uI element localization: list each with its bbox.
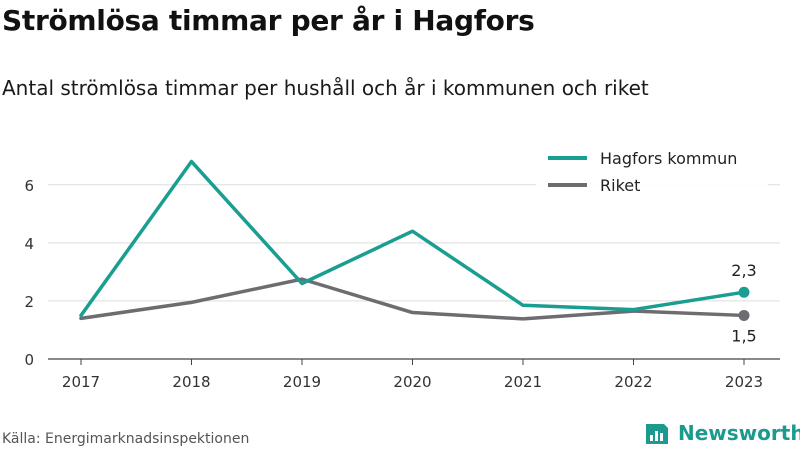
x-tick-label: 2020 bbox=[393, 373, 431, 391]
brand-logo: Newsworthy bbox=[644, 420, 800, 446]
y-tick-label: 6 bbox=[24, 177, 34, 195]
line-chart: 0 2 4 6 2017 2018 2019 2020 2021 2022 2023 2,3 1,5 Ha… bbox=[24, 149, 780, 391]
legend-label: Riket bbox=[600, 176, 640, 195]
x-tick-label: 2021 bbox=[504, 373, 542, 391]
x-tick-label: 2019 bbox=[283, 373, 321, 391]
x-tick-label: 2018 bbox=[172, 373, 210, 391]
x-tick-label: 2017 bbox=[62, 373, 100, 391]
chart-subtitle: Antal strömlösa timmar per hushåll och å… bbox=[2, 76, 649, 100]
series-end-point bbox=[738, 286, 750, 298]
source-note: Källa: Energimarknadsinspektionen bbox=[2, 431, 250, 447]
y-tick-label: 0 bbox=[24, 351, 34, 369]
y-tick-label: 4 bbox=[24, 235, 34, 253]
series-line bbox=[79, 277, 746, 321]
end-value-label: 1,5 bbox=[731, 326, 756, 345]
legend-label: Hagfors kommun bbox=[600, 149, 737, 168]
y-tick-label: 2 bbox=[24, 293, 34, 311]
chart-title: Strömlösa timmar per år i Hagfors bbox=[2, 4, 535, 37]
end-value-label: 2,3 bbox=[731, 261, 756, 280]
newsworthy-logo-icon bbox=[646, 424, 668, 444]
series-end-point bbox=[738, 309, 750, 321]
x-tick-label: 2022 bbox=[614, 373, 652, 391]
x-tick-label: 2023 bbox=[725, 373, 763, 391]
series-line bbox=[79, 159, 746, 318]
brand-name: Newsworthy bbox=[678, 421, 800, 445]
